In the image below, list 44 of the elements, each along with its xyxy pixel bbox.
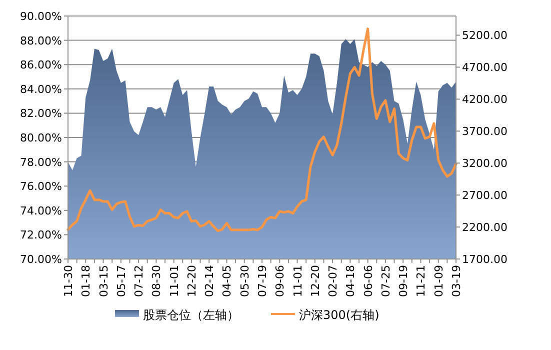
x-tick-label: 12-20 — [308, 265, 322, 297]
x-tick-label: 04-05 — [220, 265, 234, 297]
x-tick-label: 09-06 — [274, 265, 287, 297]
x-tick-label: 07-25 — [379, 265, 392, 297]
y2-tick-label: 3200.00 — [462, 157, 508, 170]
y-tick-label: 80.00% — [20, 132, 62, 144]
y2-tick-label: 4700.00 — [462, 61, 508, 74]
x-tick-label: 05-17 — [114, 265, 128, 297]
y-tick-label: 82.00% — [20, 107, 62, 120]
x-tick-label: 11-01 — [291, 265, 304, 297]
y-tick-label: 90.00% — [20, 10, 62, 23]
x-tick-label: 01-09 — [432, 265, 446, 297]
x-tick-label: 06-06 — [362, 265, 375, 297]
x-tick-label: 09-19 — [397, 265, 410, 297]
legend-label: 股票仓位（左轴） — [143, 308, 239, 322]
x-tick-label: 04-18 — [344, 265, 358, 297]
legend-label: 沪深300(右轴) — [299, 308, 380, 322]
y-tick-label: 76.00% — [20, 180, 62, 194]
x-tick-label: 05-30 — [238, 265, 252, 297]
y2-tick-label: 1700.00 — [462, 253, 508, 266]
x-tick-label: 02-07 — [326, 265, 340, 297]
y2-tick-label: 5200.00 — [462, 29, 508, 42]
y2-tick-label: 3700.00 — [462, 125, 508, 138]
x-tick-label: 03-15 — [97, 265, 110, 297]
y-tick-label: 78.00% — [20, 156, 62, 169]
y-tick-label: 86.00% — [20, 58, 62, 72]
y2-tick-label: 2700.00 — [462, 189, 508, 202]
x-tick-label: 07-12 — [132, 265, 146, 297]
x-tick-label: 03-19 — [450, 265, 463, 297]
y-tick-label: 84.00% — [20, 82, 62, 96]
x-tick-label: 12-20 — [185, 265, 198, 297]
y2-tick-label: 4200.00 — [462, 93, 508, 106]
y-tick-label: 70.00% — [20, 253, 62, 266]
x-tick-label: 11-01 — [168, 265, 181, 297]
x-tick-label: 11-21 — [414, 265, 428, 297]
y2-tick-label: 2200.00 — [462, 221, 508, 234]
x-tick-label: 11-30 — [62, 265, 75, 297]
y-tick-label: 74.00% — [20, 204, 62, 218]
x-tick-label: 01-18 — [80, 265, 93, 297]
x-tick-label: 02-14 — [203, 265, 216, 297]
x-tick-label: 07-19 — [256, 265, 269, 297]
x-tick-label: 08-30 — [150, 265, 164, 297]
y-tick-label: 88.00% — [20, 34, 62, 48]
y-tick-label: 72.00% — [20, 228, 62, 242]
